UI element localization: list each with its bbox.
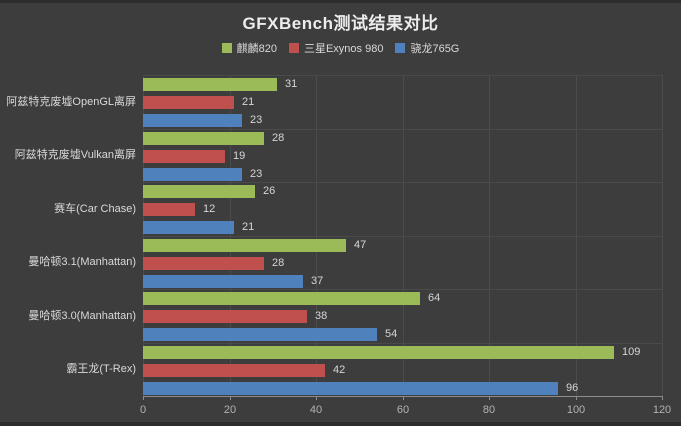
bar-value-label: 96 xyxy=(566,382,579,394)
bar-三星Exynos 980-0 xyxy=(143,96,234,109)
horizontal-gridline-0 xyxy=(143,75,662,76)
bar-value-label: 23 xyxy=(250,168,263,180)
plot-area: 31 21 23 28 19 23 26 12 21 47 28 37 64 38 54 109 42 96 xyxy=(143,75,663,400)
bar-三星Exynos 980-4 xyxy=(143,310,307,323)
bar-value-label: 23 xyxy=(250,114,263,126)
legend-label-0: 麒麟820 xyxy=(236,43,277,55)
chart-legend: 麒麟820 三星Exynos 980 骁龙765G xyxy=(0,40,681,56)
legend-label-2: 骁龙765G xyxy=(410,43,460,55)
bar-麒麟820-5 xyxy=(143,346,614,359)
bar-三星Exynos 980-1 xyxy=(143,150,225,163)
bar-三星Exynos 980-2 xyxy=(143,203,195,216)
x-tick-label-120: 120 xyxy=(652,404,672,416)
bar-value-label: 12 xyxy=(203,203,216,215)
bar-骁龙765G-0 xyxy=(143,114,242,127)
x-axis-tick-40 xyxy=(316,396,317,400)
bar-value-label: 47 xyxy=(354,239,367,251)
x-axis-line xyxy=(143,396,662,397)
bar-value-label: 42 xyxy=(333,364,346,376)
x-tick-label-20: 20 xyxy=(223,404,237,416)
bar-骁龙765G-4 xyxy=(143,328,377,341)
legend-swatch-0 xyxy=(221,43,232,53)
x-tick-label-80: 80 xyxy=(482,404,496,416)
x-tick-label-100: 100 xyxy=(566,404,586,416)
x-tick-label-60: 60 xyxy=(396,404,410,416)
category-label-1: 阿兹特克废墟Vulkan离屏 xyxy=(14,149,136,161)
vertical-gridline-120 xyxy=(662,75,663,396)
x-axis-tick-80 xyxy=(489,396,490,400)
bar-value-label: 28 xyxy=(272,132,285,144)
x-axis-tick-60 xyxy=(403,396,404,400)
legend-swatch-2 xyxy=(395,43,406,53)
legend-item-1: 三星Exynos 980 xyxy=(288,40,384,56)
category-label-2: 赛车(Car Chase) xyxy=(54,203,136,215)
bar-骁龙765G-2 xyxy=(143,221,234,234)
bar-三星Exynos 980-3 xyxy=(143,257,264,270)
bar-value-label: 26 xyxy=(263,185,276,197)
x-axis-tick-120 xyxy=(662,396,663,400)
horizontal-gridline-4 xyxy=(143,289,662,290)
vertical-gridline-0 xyxy=(143,75,144,396)
vertical-gridline-80 xyxy=(489,75,490,396)
x-tick-label-0: 0 xyxy=(139,404,147,416)
top-edge-strip xyxy=(0,0,681,3)
bar-麒麟820-4 xyxy=(143,292,420,305)
bar-value-label: 28 xyxy=(272,257,285,269)
bar-value-label: 19 xyxy=(233,150,246,162)
bar-value-label: 109 xyxy=(622,346,641,358)
bar-麒麟820-3 xyxy=(143,239,346,252)
category-label-0: 阿兹特克废墟OpenGL离屏 xyxy=(6,96,136,108)
category-label-5: 霸王龙(T-Rex) xyxy=(66,363,136,375)
bar-麒麟820-0 xyxy=(143,78,277,91)
x-axis-tick-100 xyxy=(576,396,577,400)
bar-骁龙765G-1 xyxy=(143,168,242,181)
category-label-3: 曼哈顿3.1(Manhattan) xyxy=(28,256,136,268)
bar-value-label: 38 xyxy=(315,310,328,322)
horizontal-gridline-3 xyxy=(143,236,662,237)
legend-item-2: 骁龙765G xyxy=(395,40,459,56)
bar-骁龙765G-3 xyxy=(143,275,303,288)
bar-麒麟820-2 xyxy=(143,185,255,198)
bar-value-label: 21 xyxy=(242,221,255,233)
legend-item-0: 麒麟820 xyxy=(221,40,277,56)
bar-value-label: 21 xyxy=(242,96,255,108)
category-label-4: 曼哈顿3.0(Manhattan) xyxy=(28,310,136,322)
bar-骁龙765G-5 xyxy=(143,382,558,395)
bar-value-label: 54 xyxy=(385,328,398,340)
legend-label-1: 三星Exynos 980 xyxy=(303,43,384,55)
x-tick-label-40: 40 xyxy=(309,404,323,416)
vertical-gridline-60 xyxy=(403,75,404,396)
horizontal-gridline-2 xyxy=(143,182,662,183)
vertical-gridline-40 xyxy=(316,75,317,396)
x-axis-tick-0 xyxy=(143,396,144,400)
bar-三星Exynos 980-5 xyxy=(143,364,325,377)
legend-swatch-1 xyxy=(288,43,299,53)
bar-value-label: 37 xyxy=(311,275,324,287)
vertical-gridline-20 xyxy=(230,75,231,396)
vertical-gridline-100 xyxy=(576,75,577,396)
bar-value-label: 64 xyxy=(428,292,441,304)
x-axis-tick-20 xyxy=(230,396,231,400)
bottom-edge-strip xyxy=(0,422,681,426)
bar-麒麟820-1 xyxy=(143,132,264,145)
chart-title: GFXBench测试结果对比 xyxy=(242,14,439,33)
horizontal-gridline-1 xyxy=(143,129,662,130)
bar-value-label: 31 xyxy=(285,78,298,90)
horizontal-gridline-5 xyxy=(143,343,662,344)
